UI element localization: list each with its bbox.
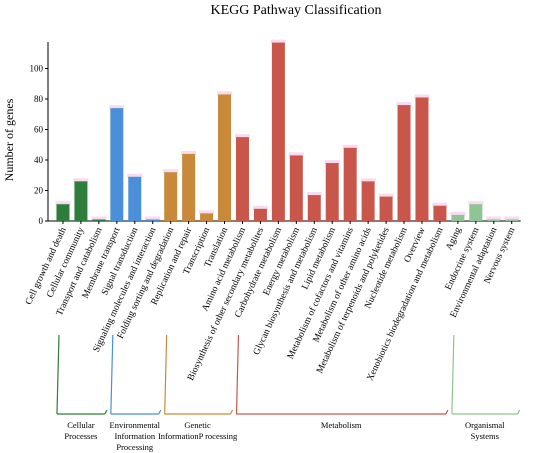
bar-highlight xyxy=(73,178,89,183)
bar-highlight xyxy=(199,210,215,215)
bar xyxy=(307,195,321,221)
y-tick-label: 0 xyxy=(39,216,44,226)
bar-highlight xyxy=(486,216,502,221)
bar-highlight xyxy=(342,144,358,149)
bar xyxy=(361,181,375,221)
y-tick-label: 60 xyxy=(34,125,44,135)
group-label: Cellular Processes xyxy=(64,420,97,441)
group-label: Metabolism xyxy=(321,420,362,430)
bar xyxy=(469,204,483,221)
group-bracket-arm xyxy=(517,409,521,415)
bar xyxy=(325,163,339,221)
bar-highlight xyxy=(378,193,394,198)
group-bracket-arm xyxy=(445,409,449,415)
y-axis-label: Number of genes xyxy=(2,98,16,181)
group-label: Genetic InformationP rocessing xyxy=(158,420,238,441)
group-label: Organismal Systems xyxy=(465,420,505,441)
bar xyxy=(110,108,124,221)
bar-highlight xyxy=(234,134,250,139)
group-label-line: Metabolism xyxy=(321,420,362,430)
bar xyxy=(379,196,393,221)
group-bracket-arm xyxy=(235,334,240,415)
bar-highlight xyxy=(504,216,520,221)
y-tick-label: 20 xyxy=(34,186,44,196)
bar-highlight xyxy=(163,169,179,174)
group-label-line: Organismal xyxy=(465,420,505,430)
group-bracket-arm xyxy=(451,334,455,415)
bar-highlight xyxy=(306,192,322,197)
bar xyxy=(182,153,196,221)
y-tick-label: 80 xyxy=(34,94,44,104)
bar xyxy=(218,94,232,221)
bar-highlight xyxy=(450,211,466,216)
bar-highlight xyxy=(396,102,412,107)
group-label-line: Processes xyxy=(64,431,97,441)
bar xyxy=(343,147,357,221)
bar xyxy=(505,219,519,221)
bar-highlight xyxy=(468,201,484,206)
bar xyxy=(433,205,447,221)
bar-highlight xyxy=(252,205,268,210)
bar-highlight xyxy=(432,202,448,207)
group-label-line: Cellular xyxy=(67,420,95,430)
bar xyxy=(92,219,106,221)
bar xyxy=(271,42,285,222)
bar xyxy=(56,204,70,221)
group-bracket-arm xyxy=(158,409,162,415)
bar-highlight xyxy=(414,94,430,99)
bar xyxy=(289,155,303,221)
group-label-line: Genetic xyxy=(184,420,211,430)
bar xyxy=(235,137,249,221)
group-bracket-arm xyxy=(56,334,60,415)
bar-highlight xyxy=(127,173,143,178)
bar-highlight xyxy=(288,152,304,157)
bar-highlight xyxy=(91,216,107,221)
bar xyxy=(451,214,465,221)
group-bracket-arm xyxy=(110,334,114,415)
chart-title: KEGG Pathway Classification xyxy=(210,3,381,18)
bar-highlight xyxy=(217,91,233,96)
group-label-line: Systems xyxy=(471,431,499,441)
group-bracket-arm xyxy=(164,334,168,415)
bar-highlight xyxy=(324,160,340,165)
group-label-line: Environmental xyxy=(110,420,161,430)
bar xyxy=(200,213,214,221)
group-label-line: Processing xyxy=(116,442,154,452)
bar xyxy=(74,181,88,221)
group-bracket-arm xyxy=(104,409,108,415)
group-label-line: Information xyxy=(114,431,155,441)
group-label: Environmental Information Processing xyxy=(110,420,161,452)
bar-highlight xyxy=(181,150,197,155)
bar xyxy=(415,97,429,221)
bar-highlight xyxy=(145,216,161,221)
group-bracket-arm xyxy=(229,409,234,415)
bar xyxy=(397,105,411,221)
bar xyxy=(128,176,142,221)
bar-highlight xyxy=(360,178,376,183)
y-tick-label: 100 xyxy=(30,64,44,74)
bar xyxy=(253,208,267,221)
x-tick-label: Aging xyxy=(444,226,463,252)
bar-highlight xyxy=(109,105,125,110)
y-tick-label: 40 xyxy=(34,155,44,165)
bar-highlight xyxy=(55,201,71,206)
bar xyxy=(164,172,178,221)
bar-highlight xyxy=(270,39,286,44)
bar xyxy=(146,219,160,221)
group-label-line: InformationP rocessing xyxy=(158,431,238,441)
bar xyxy=(487,219,501,221)
